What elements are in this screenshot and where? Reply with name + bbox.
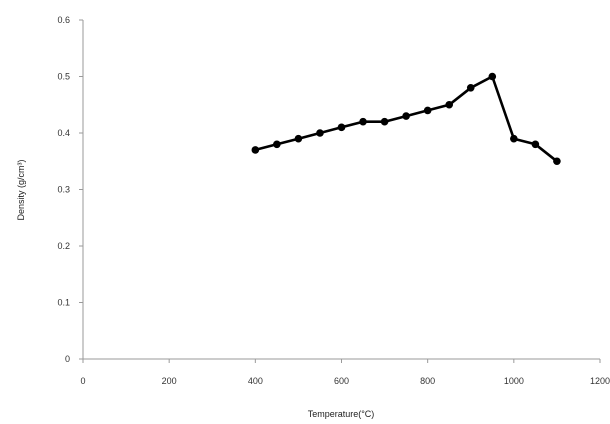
x-axis-title: Temperature(°C) — [308, 409, 375, 419]
series-layer — [251, 72, 561, 166]
x-tick-label: 400 — [248, 376, 263, 386]
data-point — [423, 106, 432, 115]
y-tick-label: 0.1 — [57, 298, 70, 308]
y-tick-label: 0.5 — [57, 72, 70, 82]
data-point — [553, 157, 561, 166]
data-point — [510, 134, 518, 143]
y-tick-label: 0.6 — [57, 15, 70, 25]
data-point — [273, 140, 281, 149]
data-point — [337, 123, 346, 132]
data-point — [359, 117, 367, 126]
y-ticks: 0 0.1 0.2 0.3 0.4 0.5 0.6 — [57, 15, 83, 364]
data-point — [316, 129, 324, 137]
data-point — [531, 140, 540, 149]
x-tick-label: 600 — [334, 376, 349, 386]
y-tick-label: 0.2 — [57, 241, 70, 251]
y-tick-label: 0.4 — [57, 128, 70, 138]
data-point — [294, 134, 303, 143]
y-tick-label: 0 — [65, 354, 70, 364]
x-ticks: 0 200 400 600 800 1000 1200 — [80, 359, 610, 386]
data-point — [251, 146, 260, 154]
data-point — [445, 100, 454, 109]
x-tick-label: 200 — [162, 376, 177, 386]
data-point — [380, 117, 389, 126]
x-tick-label: 1200 — [590, 376, 610, 386]
data-point — [488, 72, 497, 81]
y-axis-title: Density (g/cm³) — [16, 159, 26, 220]
data-point — [466, 84, 475, 92]
x-tick-label: 0 — [80, 376, 85, 386]
data-point — [402, 112, 410, 120]
axes — [82, 20, 600, 360]
x-tick-label: 800 — [420, 376, 435, 386]
x-tick-label: 1000 — [504, 376, 524, 386]
y-tick-label: 0.3 — [57, 185, 70, 195]
